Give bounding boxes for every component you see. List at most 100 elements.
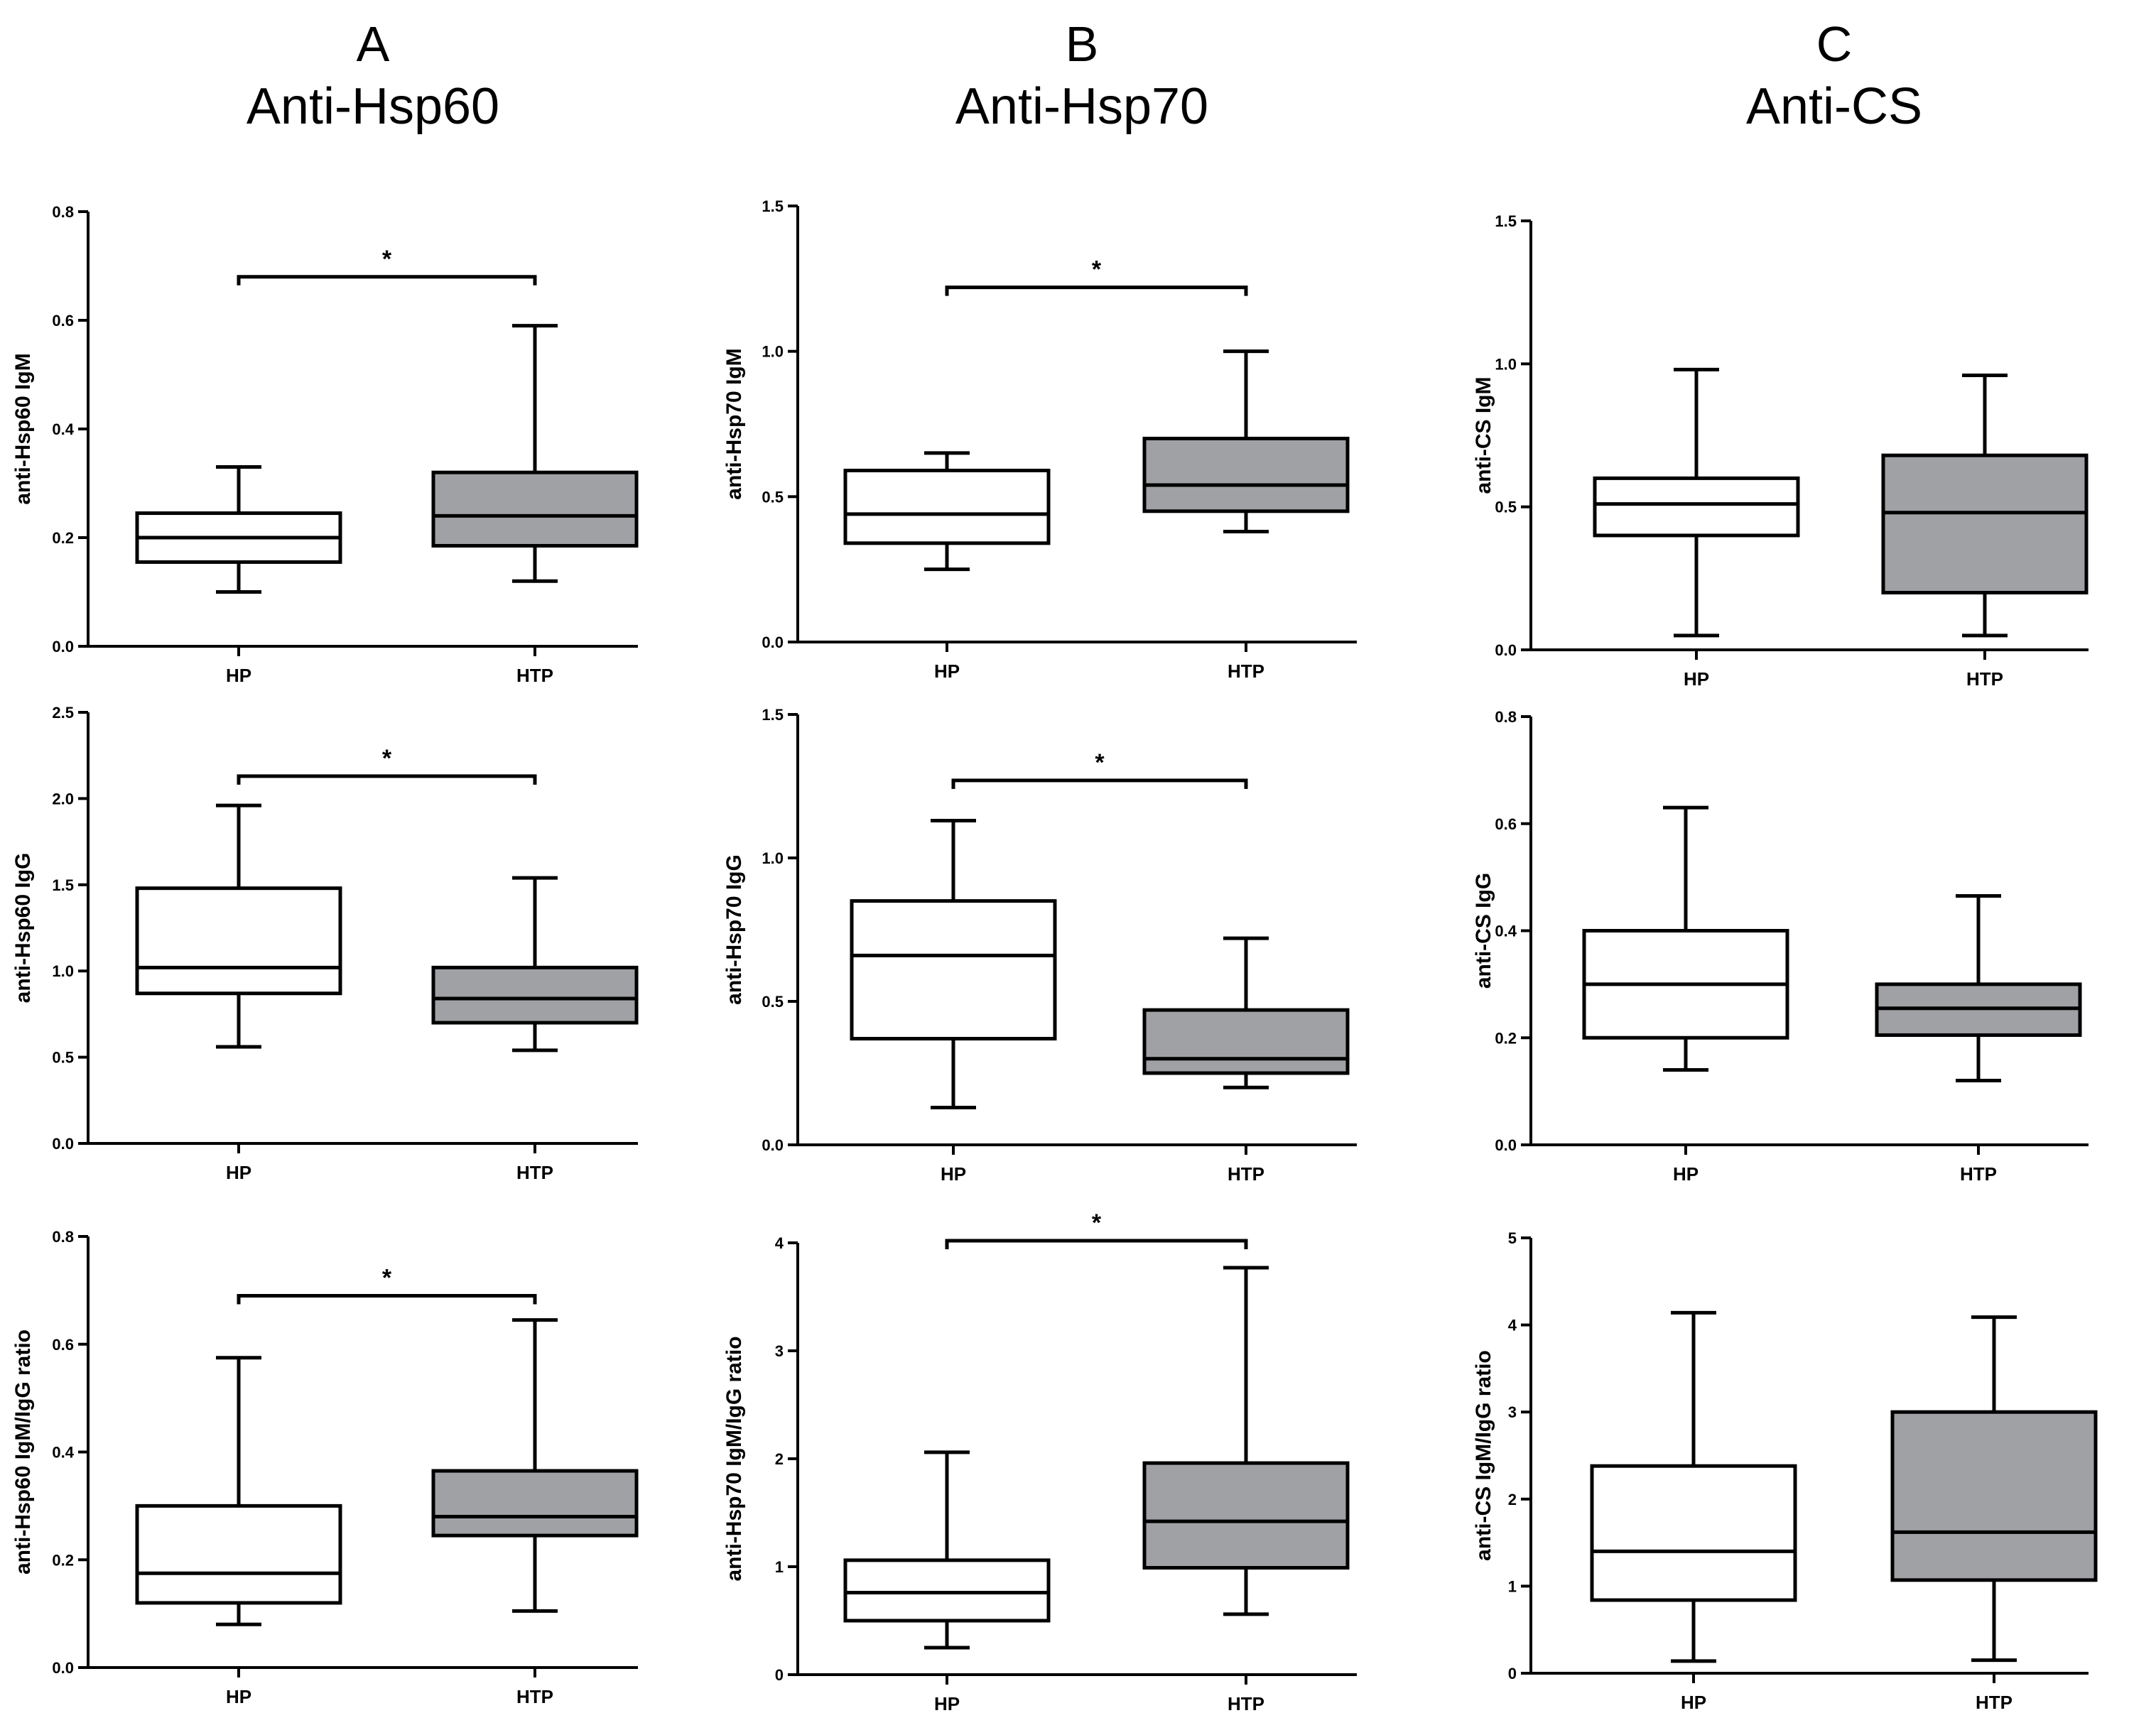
category-label-htp: HTP [516, 1686, 553, 1707]
category-label-hp: HP [226, 665, 251, 686]
box-hp [135, 803, 342, 1049]
category-label-hp: HP [941, 1163, 966, 1185]
iqr-box [135, 1503, 342, 1605]
y-tick-label: 0.6 [1495, 815, 1517, 833]
y-tick-label: 0 [1508, 1665, 1517, 1682]
box-htp [1890, 1315, 2098, 1663]
box-htp [1142, 936, 1350, 1089]
bracket-line [945, 286, 1248, 296]
y-tick-label: 2 [775, 1450, 784, 1468]
y-tick-label: 0.5 [762, 488, 784, 506]
y-tick-label: 4 [775, 1234, 784, 1252]
bracket-line [237, 1293, 537, 1305]
column-b-letter: B [1066, 16, 1099, 72]
panel-a1: 0.0 0.2 0.4 0.6 0.8 anti-Hsp60 IgM HP HTP * [11, 203, 639, 686]
y-axis-label: anti-CS IgG [1472, 873, 1495, 989]
y-tick-label: 1.5 [762, 197, 784, 215]
y-axis-label: anti-CS IgM/IgG ratio [1472, 1350, 1495, 1561]
category-label-hp: HP [1681, 1692, 1706, 1713]
category-label-htp: HTP [1966, 668, 2003, 690]
box-hp [1593, 367, 1800, 638]
y-tick-label: 3 [1508, 1403, 1517, 1421]
category-label-htp: HTP [1228, 660, 1264, 682]
y-tick-label: 3 [775, 1342, 784, 1360]
y-tick-label: 2.5 [52, 704, 74, 722]
y-tick-label: 0.0 [52, 1659, 74, 1677]
y-tick-label: 1.0 [762, 343, 784, 361]
significance-bracket: * [237, 1264, 537, 1305]
box-hp [1590, 1310, 1797, 1663]
column-a-letter: A [357, 16, 390, 72]
y-tick-label: 0 [775, 1666, 784, 1684]
y-axis-label: anti-CS IgM [1472, 377, 1495, 494]
iqr-box [431, 1469, 639, 1538]
y-tick-label: 0.0 [1495, 1136, 1517, 1154]
bracket-line [237, 774, 537, 785]
category-label-hp: HP [226, 1686, 251, 1707]
column-c-letter: C [1816, 16, 1853, 72]
y-tick-label: 0.2 [52, 1551, 74, 1569]
y-tick-label: 0.5 [762, 993, 784, 1011]
box-htp [1142, 1266, 1350, 1616]
y-tick-label: 0.0 [762, 1136, 784, 1154]
panel-b2: 0.0 0.5 1.0 1.5 anti-Hsp70 IgG HP HTP * [722, 706, 1357, 1185]
panel-a3: 0.0 0.2 0.4 0.6 0.8 anti-Hsp60 IgM/IgG ratio H… [11, 1228, 639, 1707]
y-axis-label: anti-Hsp60 IgG [11, 853, 35, 1004]
significance-star: * [1092, 1209, 1102, 1236]
bracket-line [951, 778, 1248, 789]
iqr-box [1142, 1008, 1350, 1075]
iqr-box [431, 965, 639, 1025]
y-tick-label: 0.8 [52, 203, 74, 221]
box-htp [431, 1318, 639, 1613]
panel-c1: 0.0 0.5 1.0 1.5 anti-CS IgM HP HTP [1472, 212, 2089, 690]
box-htp [1875, 894, 2082, 1083]
category-label-hp: HP [226, 1162, 251, 1183]
iqr-box [1890, 1410, 2098, 1582]
y-tick-label: 0.8 [1495, 708, 1517, 726]
iqr-box [1142, 1461, 1350, 1570]
category-label-htp: HTP [1976, 1692, 2013, 1713]
category-label-htp: HTP [1960, 1163, 1997, 1185]
bracket-line [237, 275, 537, 286]
significance-star: * [382, 246, 392, 273]
category-label-hp: HP [1684, 668, 1709, 690]
column-c-title: Anti-CS [1746, 78, 1922, 135]
y-axis-label: anti-Hsp70 IgM [722, 348, 746, 499]
panel-b3: 0 1 2 3 4 anti-Hsp70 IgM/IgG ratio HP HTP * [722, 1209, 1357, 1713]
box-htp [1142, 349, 1350, 533]
significance-bracket: * [237, 246, 537, 286]
significance-star: * [382, 745, 392, 772]
box-htp [431, 324, 639, 583]
y-tick-label: 1.0 [52, 962, 74, 980]
y-tick-label: 1.5 [1495, 212, 1517, 230]
iqr-box [1593, 476, 1800, 538]
y-tick-label: 2 [1508, 1491, 1517, 1508]
iqr-box [843, 1558, 1051, 1623]
iqr-box [843, 468, 1051, 545]
significance-star: * [382, 1264, 392, 1291]
y-tick-label: 0.0 [1495, 641, 1517, 659]
significance-bracket: * [237, 745, 537, 785]
iqr-box [1142, 436, 1350, 513]
box-hp [850, 818, 1057, 1109]
y-tick-label: 2.0 [52, 790, 74, 807]
column-a-title: Anti-Hsp60 [247, 78, 499, 135]
y-tick-label: 0.0 [52, 1135, 74, 1153]
category-label-htp: HTP [1228, 1693, 1264, 1713]
iqr-box [1590, 1464, 1797, 1602]
iqr-box [431, 470, 639, 548]
significance-bracket: * [951, 749, 1248, 789]
y-tick-label: 0.6 [52, 1336, 74, 1354]
significance-bracket: * [945, 256, 1248, 296]
y-tick-label: 5 [1508, 1229, 1517, 1247]
y-tick-label: 0.4 [52, 420, 74, 438]
column-b-title: Anti-Hsp70 [955, 78, 1208, 135]
panel-c3: 0 1 2 3 4 5 anti-CS IgM/IgG ratio HP HTP [1472, 1229, 2098, 1713]
y-axis-label: anti-Hsp70 IgM/IgG ratio [722, 1336, 746, 1581]
box-hp [135, 465, 342, 594]
category-label-hp: HP [934, 1693, 960, 1713]
y-tick-label: 1.0 [762, 849, 784, 867]
y-axis-label: anti-Hsp70 IgG [722, 854, 746, 1005]
